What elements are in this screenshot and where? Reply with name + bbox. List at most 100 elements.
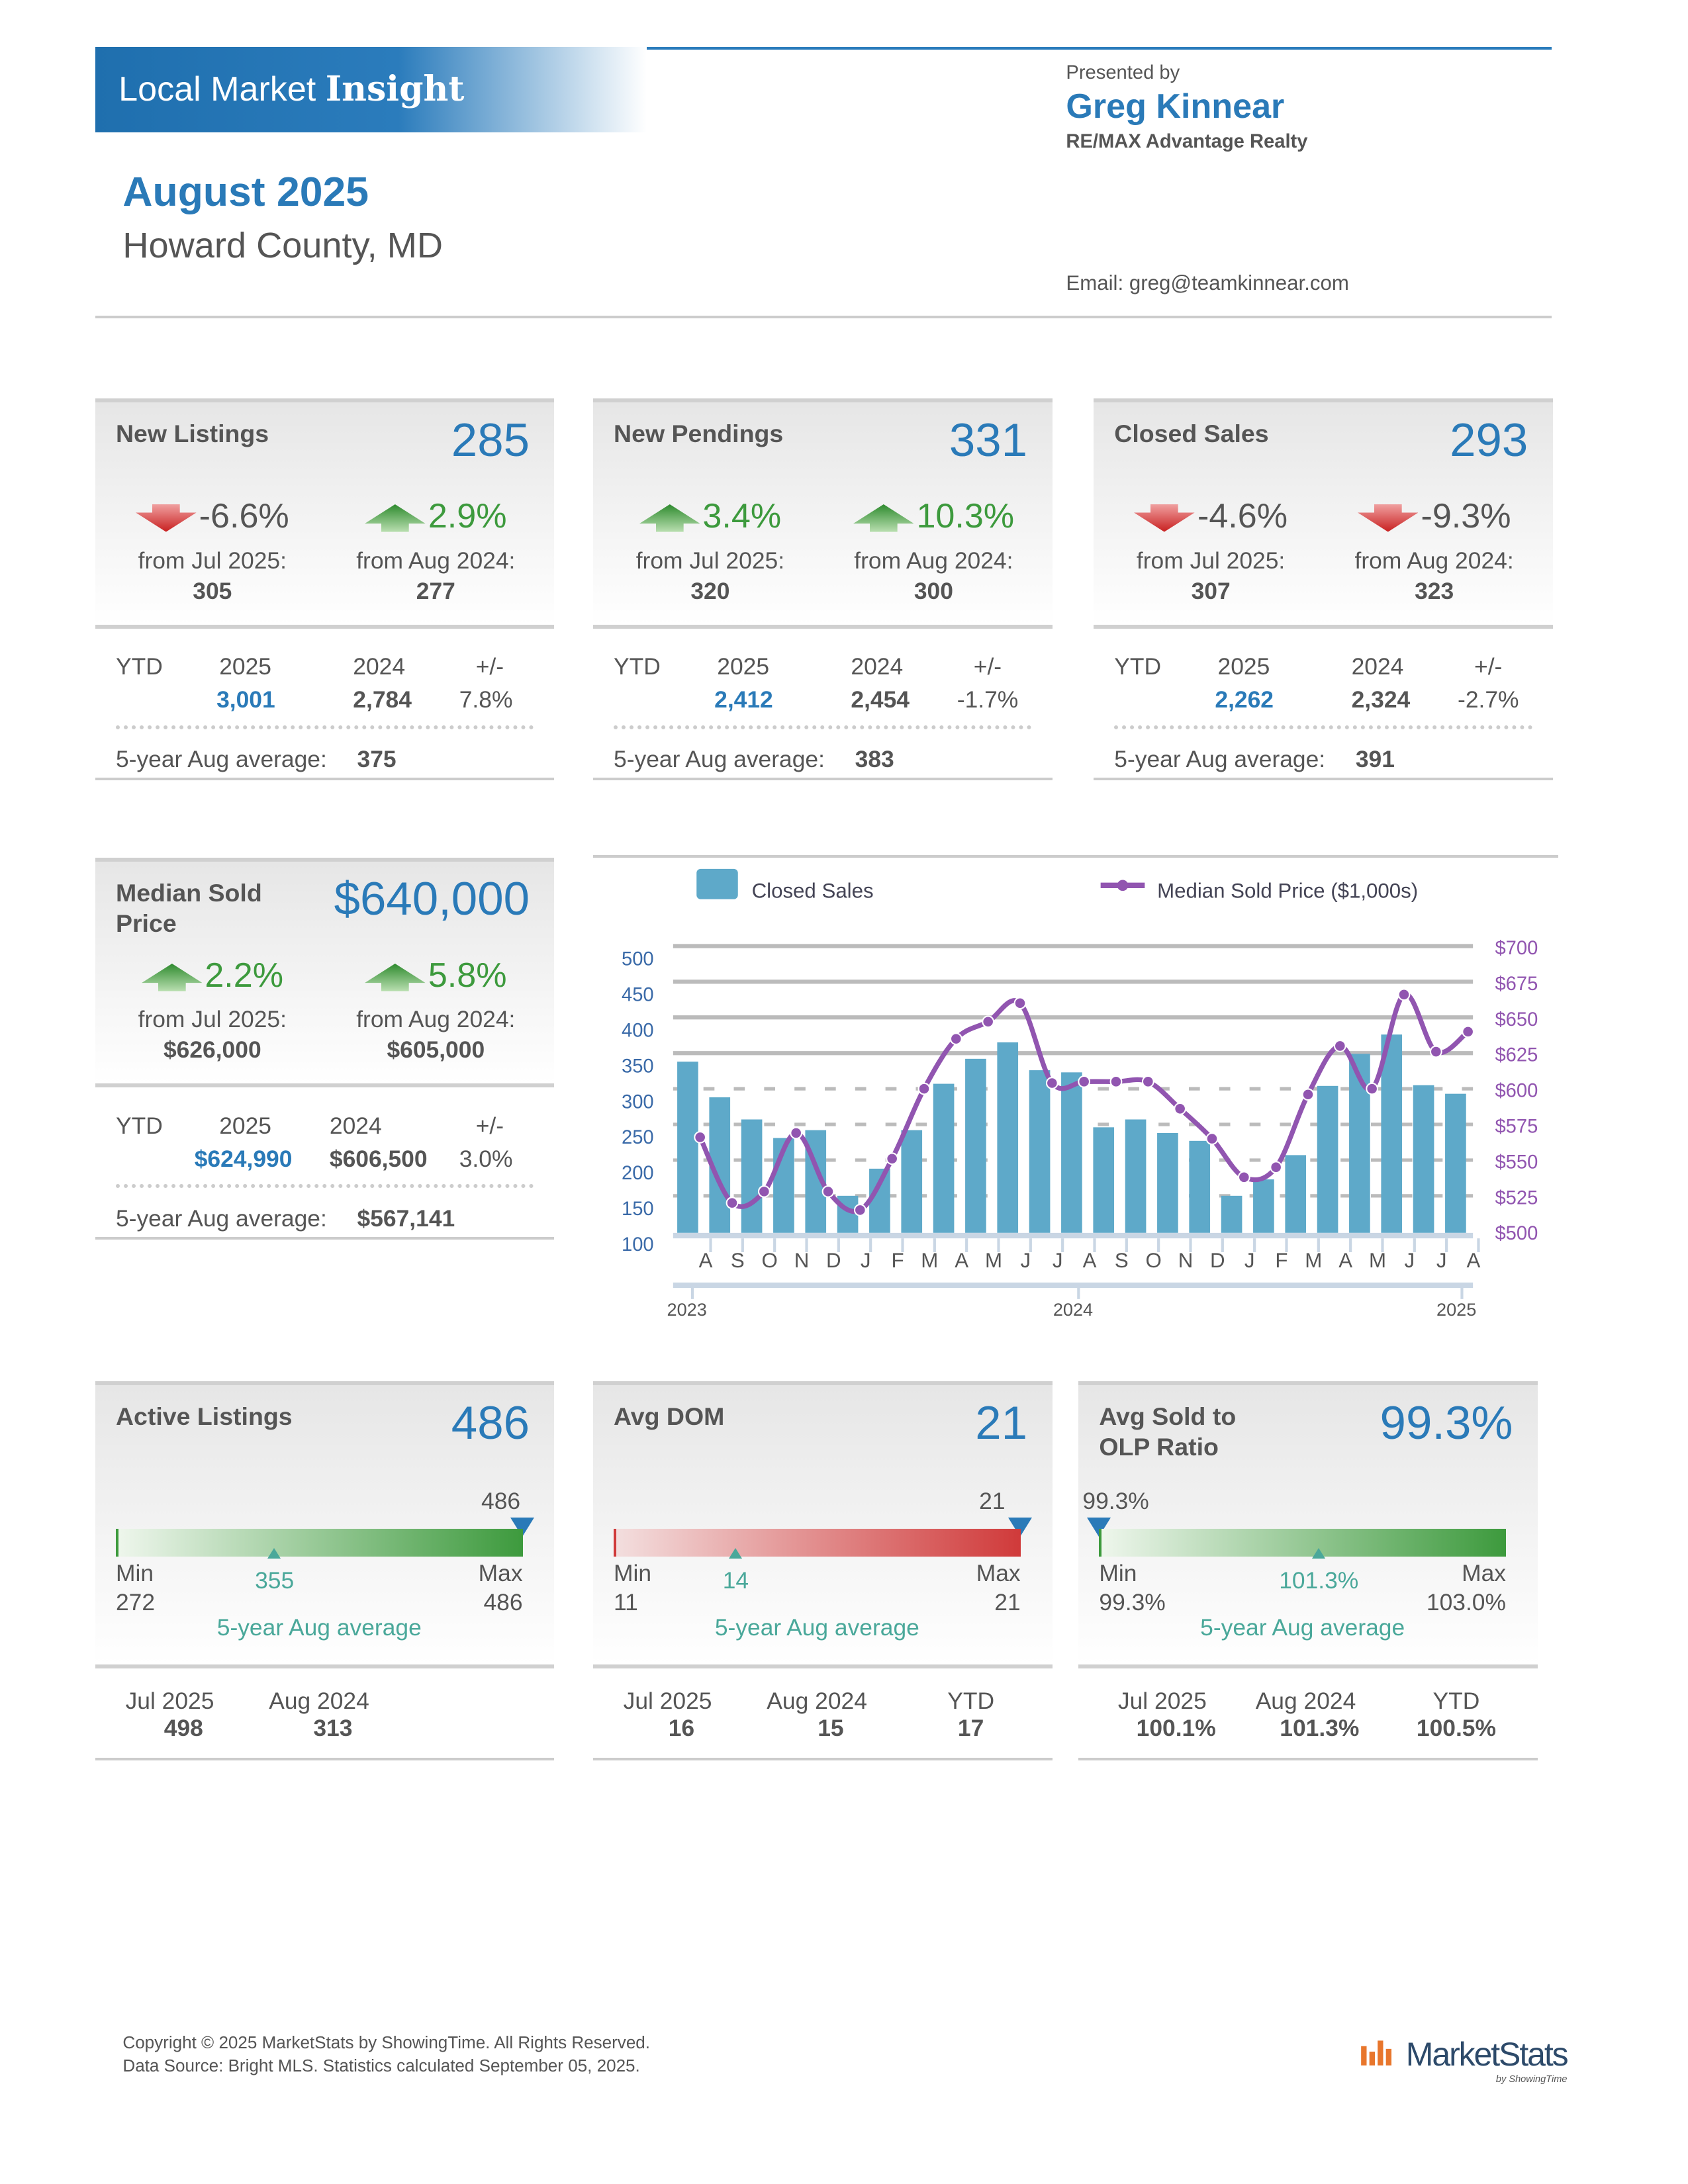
right-tick-label: $650	[1495, 1009, 1538, 1030]
closed-sales-bar	[1381, 1034, 1402, 1233]
legend-line-marker	[1117, 880, 1129, 891]
right-tick-label: $525	[1495, 1187, 1538, 1208]
month-label: S	[731, 1249, 745, 1272]
median-price-point	[694, 1130, 706, 1144]
median-price-point	[1045, 1076, 1058, 1089]
prior-month-value: $626,000	[163, 1036, 261, 1064]
median-price-point	[757, 1185, 771, 1198]
label: 2024	[1351, 653, 1404, 680]
median-price-point	[853, 1203, 867, 1216]
closed-sales-bar	[1413, 1085, 1434, 1233]
marketstats-logo: MarketStats by ShowingTime	[1358, 2035, 1569, 2085]
label: 5-year Aug average	[1200, 1614, 1405, 1641]
divider	[115, 725, 534, 729]
metric-card: Median Sold Price $640,000 2.2% from Jul 2…	[95, 857, 555, 1240]
median-price-point	[1078, 1075, 1090, 1088]
month-label: J	[1244, 1249, 1255, 1272]
closed-sales-bar	[677, 1061, 698, 1233]
card-title: Closed Sales	[1114, 420, 1269, 448]
ytd-2025: 2,412	[714, 686, 773, 713]
month-label: O	[761, 1249, 777, 1272]
label: 5-year Aug average	[714, 1614, 919, 1641]
label: 2024	[851, 653, 904, 680]
label: Jul 2025	[623, 1687, 712, 1714]
label: Max	[478, 1559, 523, 1586]
divider	[614, 725, 1032, 729]
divider	[95, 316, 1552, 319]
month-label: A	[1338, 1249, 1352, 1272]
month-label: A	[1082, 1249, 1096, 1272]
median-price-point	[1397, 988, 1411, 1001]
label: 2025	[1217, 653, 1270, 680]
left-tick-label: 250	[622, 1127, 654, 1148]
label: +/-	[475, 653, 504, 680]
card-value: 293	[1450, 414, 1528, 467]
right-tick-label: $625	[1495, 1044, 1538, 1066]
prior-year-value: 101.3%	[1280, 1715, 1360, 1742]
closed-sales-bar	[1348, 1053, 1370, 1233]
down-arrow-icon	[1134, 504, 1195, 533]
up-arrow-icon	[853, 504, 914, 533]
prior-year-value: 323	[1415, 577, 1454, 604]
month-label: F	[1275, 1249, 1288, 1272]
ytd-2025: 3,001	[216, 686, 275, 713]
prior-year-value: 277	[416, 577, 455, 604]
left-tick-label: 300	[622, 1091, 654, 1113]
year-label: 2024	[1053, 1298, 1093, 1319]
card-value: 21	[975, 1397, 1028, 1450]
left-tick-label: 400	[622, 1020, 654, 1041]
left-tick-label: 150	[622, 1199, 654, 1220]
up-arrow-icon	[365, 504, 426, 533]
prior-year-value: 15	[818, 1715, 844, 1742]
left-tick-label: 100	[622, 1234, 654, 1255]
ytd-change: 3.0%	[459, 1145, 513, 1172]
label: Aug 2024	[767, 1687, 867, 1714]
month-label: M	[1369, 1249, 1386, 1272]
average-marker-icon	[729, 1548, 743, 1559]
ytd-2024: 2,324	[1351, 686, 1411, 713]
average-value: 14	[722, 1567, 749, 1594]
email[interactable]: Email: greg@teamkinnear.com	[1066, 271, 1349, 295]
prior-month-value: 100.1%	[1136, 1715, 1216, 1742]
closed-sales-bar	[1189, 1140, 1210, 1233]
card-title: Avg DOM	[614, 1402, 725, 1431]
month-label: M	[1305, 1249, 1322, 1272]
median-price-point	[1270, 1160, 1282, 1173]
label: 2024	[353, 653, 406, 680]
label: +/-	[1474, 653, 1503, 680]
bar-chart-icon	[1361, 2040, 1392, 2066]
median-price-point	[949, 1032, 962, 1045]
metric-card: New Listings 285 -6.6% from Jul 2025: 305 2…	[95, 398, 555, 781]
logo-subtext: by ShowingTime	[1495, 2073, 1568, 2085]
current-value: 21	[979, 1487, 1006, 1514]
ytd-label: YTD	[614, 653, 661, 680]
range-bar	[1099, 1529, 1506, 1557]
prior-year-value: $605,000	[387, 1036, 485, 1064]
right-tick-label: $675	[1495, 974, 1538, 995]
ytd-value: 17	[957, 1715, 984, 1742]
closed-sales-bar	[837, 1195, 859, 1233]
label: Jul 2025	[125, 1687, 214, 1714]
closed-sales-bar	[933, 1083, 955, 1233]
median-price-point	[1109, 1075, 1123, 1088]
label: Min	[115, 1559, 154, 1586]
month-label: J	[1404, 1249, 1415, 1272]
label: 5-year Aug average:	[1114, 745, 1326, 772]
ytd-change: -1.7%	[957, 686, 1019, 713]
month-label: M	[921, 1249, 938, 1272]
label: 5-year Aug average:	[115, 1205, 327, 1232]
min-value: 11	[614, 1588, 638, 1615]
closed-sales-bar	[1317, 1085, 1338, 1233]
card-title: Median Sold Price	[115, 878, 262, 937]
range-bar	[614, 1529, 1021, 1557]
card-title: Active Listings	[115, 1402, 293, 1431]
card-value: $640,000	[334, 873, 530, 926]
range-bar	[115, 1529, 523, 1557]
median-price-point	[1366, 1082, 1378, 1095]
left-tick-label: 450	[622, 984, 654, 1005]
average-value: 101.3%	[1279, 1567, 1359, 1594]
left-tick-label: 350	[622, 1056, 654, 1077]
ytd-2025: $624,990	[194, 1145, 293, 1172]
median-price-point	[982, 1015, 994, 1028]
legend-median-price: Median Sold Price ($1,000s)	[1157, 879, 1418, 902]
